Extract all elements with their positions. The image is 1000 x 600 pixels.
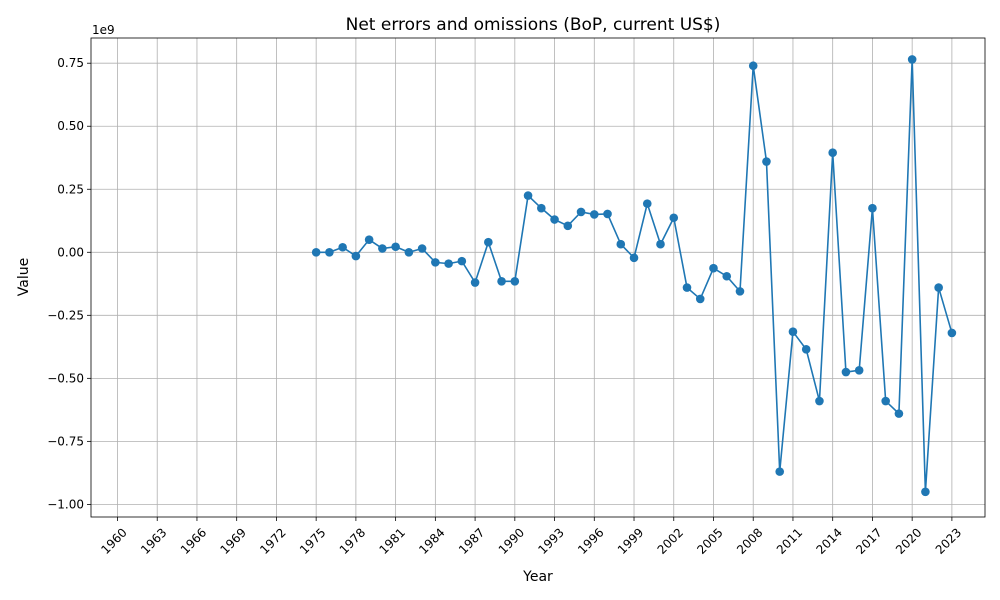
data-point-2013 <box>815 396 824 406</box>
x-tick-label-1969: 1969 <box>218 525 249 556</box>
data-point-1976 <box>325 247 334 257</box>
y-tick-label-5: 0.25 <box>57 182 84 196</box>
plot-frame <box>90 37 986 518</box>
data-points <box>311 55 957 497</box>
data-point-2002 <box>669 213 679 223</box>
data-point-1995 <box>576 207 586 217</box>
x-tick-label-1963: 1963 <box>138 525 169 556</box>
y-axis-title: Value <box>16 258 32 296</box>
x-tick-label-1978: 1978 <box>337 525 368 556</box>
data-point-1980 <box>378 244 387 253</box>
data-point-1986 <box>457 256 467 266</box>
x-tick-label-1996: 1996 <box>575 525 606 556</box>
x-tick-label-1972: 1972 <box>257 525 288 556</box>
data-point-2005 <box>709 263 718 273</box>
x-tick-label-2023: 2023 <box>933 525 964 556</box>
data-point-2008 <box>748 61 758 71</box>
x-tick-label-2008: 2008 <box>734 525 765 556</box>
data-point-1994 <box>563 221 573 231</box>
data-point-1992 <box>537 203 546 213</box>
x-tick-label-2011: 2011 <box>774 525 805 556</box>
data-point-1981 <box>391 242 400 252</box>
x-tick-label-1987: 1987 <box>456 525 487 556</box>
x-axis-title: Year <box>522 569 553 585</box>
x-tick-label-1993: 1993 <box>535 525 566 556</box>
x-tick-label-1990: 1990 <box>496 525 527 556</box>
x-tick-label-1966: 1966 <box>178 525 209 556</box>
data-point-2023 <box>947 328 957 338</box>
x-tick-label-2005: 2005 <box>694 525 725 556</box>
data-point-2022 <box>934 283 943 292</box>
data-point-1988 <box>484 237 493 247</box>
data-point-2009 <box>762 157 771 166</box>
data-point-2018 <box>881 396 890 406</box>
data-point-1997 <box>603 209 612 219</box>
data-point-1982 <box>404 247 414 257</box>
y-tick-label-1: −0.75 <box>47 434 84 448</box>
y-tick-label-4: 0.00 <box>57 245 84 259</box>
data-point-2014 <box>828 148 837 158</box>
y-tick-label-3: −0.25 <box>47 308 84 322</box>
y-tick-label-2: −0.50 <box>47 371 84 385</box>
data-point-2019 <box>894 409 904 418</box>
data-point-2017 <box>868 203 877 213</box>
data-point-1990 <box>510 276 520 286</box>
data-point-2006 <box>722 271 732 281</box>
data-point-1996 <box>589 210 599 219</box>
data-point-1999 <box>629 253 639 263</box>
data-point-2016 <box>854 365 864 375</box>
data-point-2010 <box>775 467 785 476</box>
data-point-1998 <box>616 239 626 249</box>
x-tick-label-2002: 2002 <box>655 525 686 556</box>
data-point-2003 <box>682 283 692 292</box>
data-point-1991 <box>523 191 533 200</box>
x-axis: 1960 1963 1966 1969 1972 1975 1978 1981 1984 1987… <box>98 517 964 557</box>
data-point-2012 <box>801 345 811 354</box>
data-point-1989 <box>497 276 506 286</box>
data-point-2007 <box>735 287 745 296</box>
grid <box>91 38 985 517</box>
x-tick-label-1999: 1999 <box>615 525 646 556</box>
data-point-2011 <box>788 327 798 337</box>
data-point-2001 <box>656 239 665 249</box>
x-tick-label-1975: 1975 <box>297 525 328 556</box>
x-tick-label-2014: 2014 <box>814 525 845 556</box>
x-tick-label-2020: 2020 <box>893 525 924 556</box>
data-point-2021 <box>921 487 930 497</box>
data-point-1978 <box>351 251 361 261</box>
data-point-1979 <box>364 235 374 244</box>
data-point-1993 <box>550 215 559 224</box>
y-tick-label-0: −1.00 <box>47 497 84 511</box>
y-scale-label: 1e9 <box>92 23 115 37</box>
y-tick-label-6: 0.50 <box>57 119 84 133</box>
data-point-2004 <box>695 294 705 304</box>
data-point-1987 <box>470 278 480 287</box>
data-point-1975 <box>311 247 321 257</box>
chart-title: Net errors and omissions (BoP, current U… <box>346 15 721 35</box>
data-point-1985 <box>444 259 453 268</box>
x-tick-label-1960: 1960 <box>98 525 129 556</box>
data-point-1983 <box>417 244 427 253</box>
x-tick-label-1981: 1981 <box>376 525 407 556</box>
y-tick-label-7: 0.75 <box>57 56 84 70</box>
data-point-1977 <box>338 242 347 252</box>
x-tick-label-1984: 1984 <box>416 525 447 556</box>
data-point-2020 <box>907 55 917 64</box>
data-point-2000 <box>642 199 652 208</box>
y-axis: −1.00 −0.75 −0.50 −0.25 0.00 0.25 0.50 0.75 <box>47 56 91 511</box>
x-tick-label-2017: 2017 <box>853 525 884 556</box>
data-point-2015 <box>841 367 851 377</box>
data-point-1984 <box>431 258 440 267</box>
